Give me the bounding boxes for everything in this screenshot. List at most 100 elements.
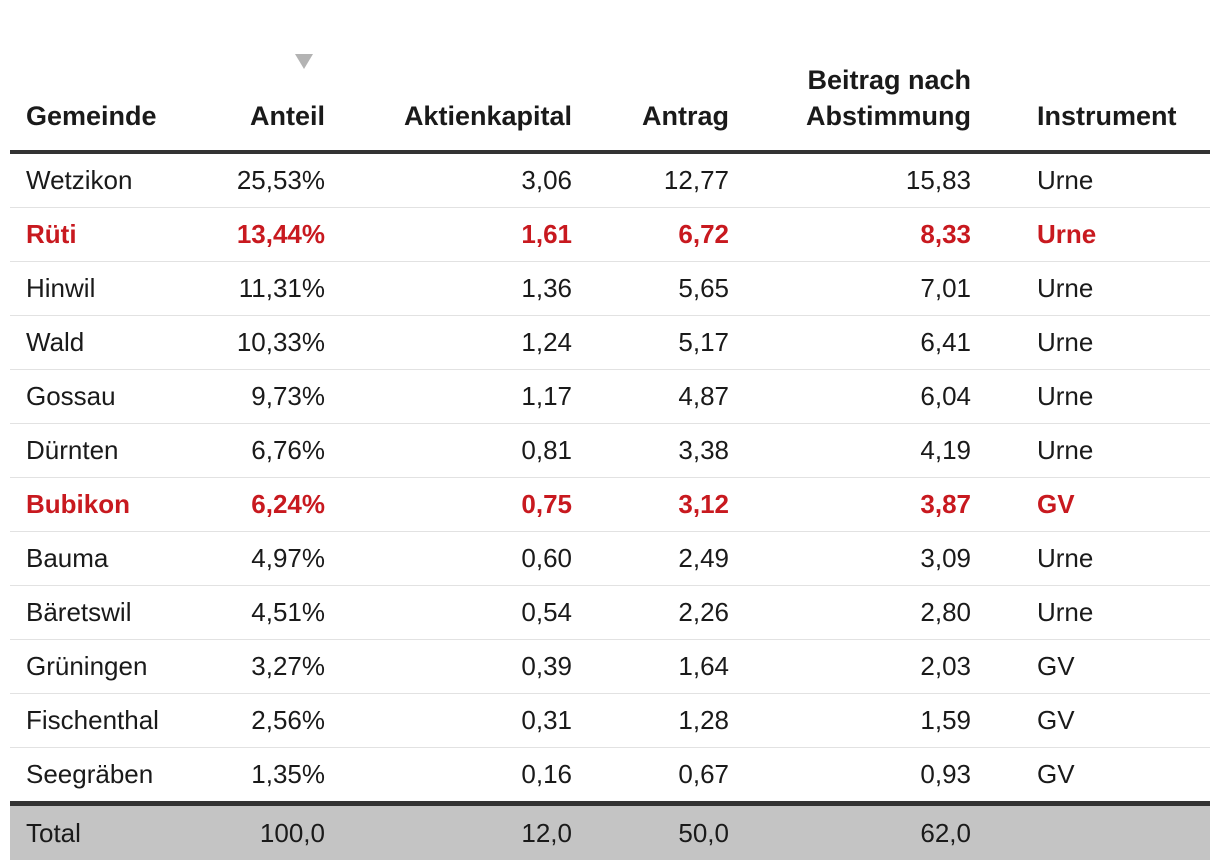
cell-antrag: 2,26 [572,586,729,640]
cell-anteil: 11,31% [200,262,325,316]
cell-aktienkapital: 1,24 [325,316,572,370]
cell-gemeinde: Seegräben [10,748,200,804]
cell-aktienkapital: 0,54 [325,586,572,640]
header-beitrag-label-line2: Abstimmung [806,101,971,131]
cell-beitrag: 2,03 [729,640,971,694]
header-instrument[interactable]: Instrument [971,0,1210,152]
cell-gemeinde: Rüti [10,208,200,262]
cell-antrag: 0,67 [572,748,729,804]
cell-instrument: GV [971,694,1210,748]
cell-beitrag: 7,01 [729,262,971,316]
cell-gemeinde: Gossau [10,370,200,424]
data-table-container: Gemeinde Anteil Aktienkapital Antrag Bei… [10,0,1210,860]
cell-beitrag: 3,87 [729,478,971,532]
cell-anteil: 6,24% [200,478,325,532]
header-antrag-label: Antrag [642,101,729,131]
cell-gemeinde: Wald [10,316,200,370]
cell-beitrag: 6,41 [729,316,971,370]
cell-gemeinde: Grüningen [10,640,200,694]
cell-instrument: Urne [971,208,1210,262]
cell-instrument: Urne [971,424,1210,478]
cell-aktienkapital: 0,16 [325,748,572,804]
header-beitrag-label-line1: Beitrag nach [807,65,971,95]
table-header: Gemeinde Anteil Aktienkapital Antrag Bei… [10,0,1210,152]
cell-beitrag: 6,04 [729,370,971,424]
cell-anteil: 13,44% [200,208,325,262]
sort-descending-icon [295,54,313,69]
header-anteil-wrap: Anteil [250,98,325,134]
header-beitrag[interactable]: Beitrag nach Abstimmung [729,0,971,152]
cell-instrument: GV [971,478,1210,532]
cell-instrument: Urne [971,316,1210,370]
cell-instrument: GV [971,640,1210,694]
gemeinde-table: Gemeinde Anteil Aktienkapital Antrag Bei… [10,0,1210,860]
header-anteil-label: Anteil [250,101,325,131]
cell-antrag: 3,12 [572,478,729,532]
cell-antrag: 12,77 [572,152,729,208]
header-anteil[interactable]: Anteil [200,0,325,152]
cell-antrag: 5,65 [572,262,729,316]
cell-anteil: 1,35% [200,748,325,804]
cell-anteil: 2,56% [200,694,325,748]
header-row: Gemeinde Anteil Aktienkapital Antrag Bei… [10,0,1210,152]
cell-instrument: Urne [971,152,1210,208]
cell-anteil: 9,73% [200,370,325,424]
cell-anteil: 25,53% [200,152,325,208]
cell-instrument: GV [971,748,1210,804]
cell-aktienkapital: 0,31 [325,694,572,748]
cell-beitrag: 4,19 [729,424,971,478]
cell-gemeinde: Bäretswil [10,586,200,640]
header-aktienkapital-label: Aktienkapital [404,101,572,131]
cell-aktienkapital: 3,06 [325,152,572,208]
header-instrument-label: Instrument [1037,101,1177,131]
cell-antrag: 1,28 [572,694,729,748]
cell-antrag: 3,38 [572,424,729,478]
cell-antrag: 1,64 [572,640,729,694]
header-gemeinde-label: Gemeinde [26,101,157,131]
cell-beitrag: 3,09 [729,532,971,586]
cell-beitrag: 0,93 [729,748,971,804]
cell-anteil: 3,27% [200,640,325,694]
cell-anteil: 6,76% [200,424,325,478]
cell-instrument: Urne [971,586,1210,640]
cell-beitrag: 8,33 [729,208,971,262]
cell-gemeinde: Dürnten [10,424,200,478]
cell-antrag: 6,72 [572,208,729,262]
cell-gemeinde: Wetzikon [10,152,200,208]
header-antrag[interactable]: Antrag [572,0,729,152]
cell-aktienkapital: 0,75 [325,478,572,532]
cell-gemeinde: Bauma [10,532,200,586]
cell-antrag: 2,49 [572,532,729,586]
cell-beitrag: 15,83 [729,152,971,208]
cell-aktienkapital: 1,36 [325,262,572,316]
cell-instrument: Urne [971,532,1210,586]
cell-aktienkapital: 0,60 [325,532,572,586]
cell-aktienkapital: 1,17 [325,370,572,424]
cell-anteil: 4,51% [200,586,325,640]
cell-antrag: 4,87 [572,370,729,424]
cell-beitrag: 2,80 [729,586,971,640]
cell-gemeinde: Fischenthal [10,694,200,748]
cell-aktienkapital: 1,61 [325,208,572,262]
cell-aktienkapital: 0,39 [325,640,572,694]
cell-antrag: 5,17 [572,316,729,370]
cell-instrument: Urne [971,262,1210,316]
header-gemeinde[interactable]: Gemeinde [10,0,200,152]
cell-aktienkapital: 0,81 [325,424,572,478]
cell-beitrag: 1,59 [729,694,971,748]
header-aktienkapital[interactable]: Aktienkapital [325,0,572,152]
cell-gemeinde: Hinwil [10,262,200,316]
cell-instrument: Urne [971,370,1210,424]
cell-anteil: 10,33% [200,316,325,370]
